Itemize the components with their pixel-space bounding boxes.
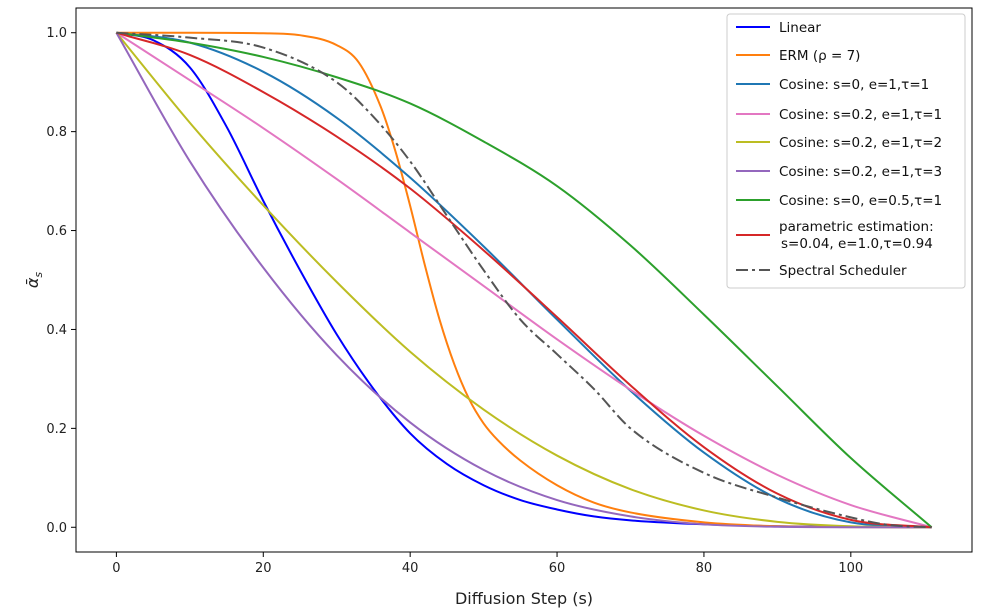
- x-tick-label: 80: [696, 561, 713, 576]
- y-tick-label: 0.0: [46, 521, 67, 536]
- legend-label: Linear: [779, 20, 821, 36]
- legend-label: ERM (ρ = 7): [779, 48, 860, 64]
- legend-label-line2: s=0.04, e=1.0,τ=0.94: [781, 236, 933, 252]
- y-axis-label-main: ᾱ: [23, 277, 42, 288]
- legend-item: ERM (ρ = 7): [736, 48, 860, 64]
- y-axis-label-subscript: s: [32, 272, 45, 278]
- x-tick-label: 20: [255, 561, 272, 576]
- series-line-erm: [116, 31, 932, 529]
- legend-label: Spectral Scheduler: [779, 263, 907, 279]
- y-tick-label: 1.0: [46, 26, 67, 41]
- legend-item: Cosine: s=0.2, e=1,τ=3: [736, 164, 942, 180]
- plot-area: [115, 31, 933, 529]
- legend-item: Cosine: s=0.2, e=1,τ=2: [736, 135, 942, 151]
- legend-item: Cosine: s=0, e=1,τ=1: [736, 77, 929, 93]
- series-line-cosine-s-0-e-0-5-1: [116, 31, 933, 529]
- x-axis-label: Diffusion Step (s): [455, 589, 593, 608]
- legend-box: [726, 13, 966, 289]
- x-tick-label: 100: [838, 561, 863, 576]
- axes-frame: [75, 7, 973, 553]
- legend-label-rho: (ρ = 7): [809, 48, 861, 64]
- x-axis: 0 20 40 60 80 100: [112, 552, 863, 576]
- y-tick-label: 0.6: [46, 224, 67, 239]
- legend-item: Cosine: s=0.2, e=1,τ=1: [736, 107, 942, 123]
- y-tick-label: 0.2: [46, 422, 67, 437]
- legend-item: parametric estimation:s=0.04, e=1.0,τ=0.…: [736, 219, 934, 252]
- legend-item: Linear: [736, 20, 821, 36]
- x-tick-label: 0: [112, 561, 120, 576]
- y-tick-label: 0.8: [46, 125, 67, 140]
- series-line-parametric-estimation: [116, 31, 932, 529]
- series-line-cosine-s-0-2-e-1-3: [115, 32, 932, 529]
- legend-label: Cosine: s=0.2, e=1,τ=1: [779, 107, 942, 123]
- legend-item: Spectral Scheduler: [736, 263, 907, 279]
- y-axis-label: ᾱs: [23, 272, 45, 289]
- x-tick-label: 60: [549, 561, 566, 576]
- y-tick-label: 0.4: [46, 323, 67, 338]
- series-line-spectral-scheduler: [116, 31, 932, 529]
- legend-label: parametric estimation:: [779, 219, 934, 235]
- legend-label: Cosine: s=0, e=1,τ=1: [779, 77, 929, 93]
- series-line-cosine-s-0-2-e-1-2: [115, 32, 932, 529]
- legend-item: Cosine: s=0, e=0.5,τ=1: [736, 193, 942, 209]
- x-tick-label: 40: [402, 561, 419, 576]
- y-axis: 0.0 0.2 0.4 0.6 0.8 1.0: [46, 26, 76, 536]
- legend-label: Cosine: s=0.2, e=1,τ=3: [779, 164, 942, 180]
- legend-label: Cosine: s=0.2, e=1,τ=2: [779, 135, 942, 151]
- legend-label: Cosine: s=0, e=0.5,τ=1: [779, 193, 942, 209]
- legend: Linear ERM (ρ = 7) Cosine: s=0, e=1,τ=1 Cos…: [726, 13, 966, 289]
- series-line-cosine-s-0-2-e-1-1: [115, 31, 932, 529]
